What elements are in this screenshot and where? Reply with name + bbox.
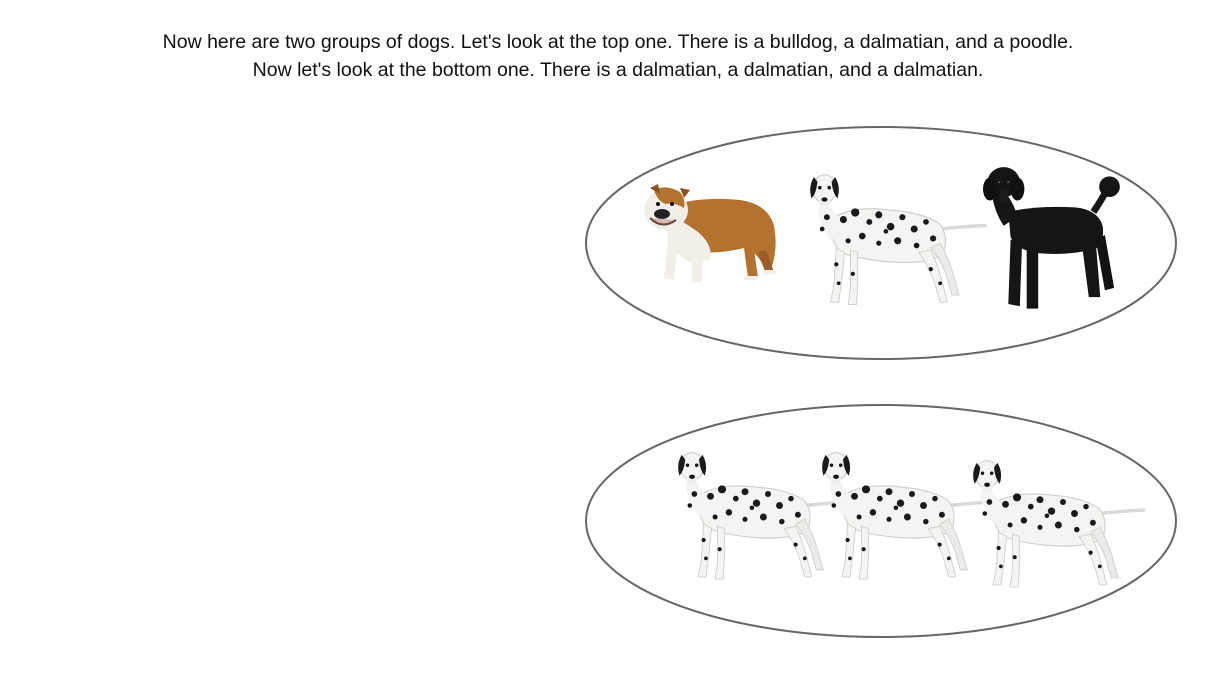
instruction-line-1: Now here are two groups of dogs. Let's l… (162, 31, 1074, 53)
dalmatian-image (808, 172, 987, 307)
bulldog-image (643, 183, 777, 283)
dalmatian-image (820, 450, 995, 581)
instruction-text: Now here are two groups of dogs. Let's l… (0, 28, 1231, 84)
instruction-line-2: Now let's look at the bottom one. There … (252, 59, 984, 81)
dalmatian-image (971, 458, 1146, 589)
top-dog-group (585, 126, 1177, 360)
poodle-image (983, 167, 1120, 308)
bottom-group-ellipse (585, 404, 1177, 638)
top-group-ellipse (585, 126, 1177, 360)
bottom-dog-group (585, 404, 1177, 638)
